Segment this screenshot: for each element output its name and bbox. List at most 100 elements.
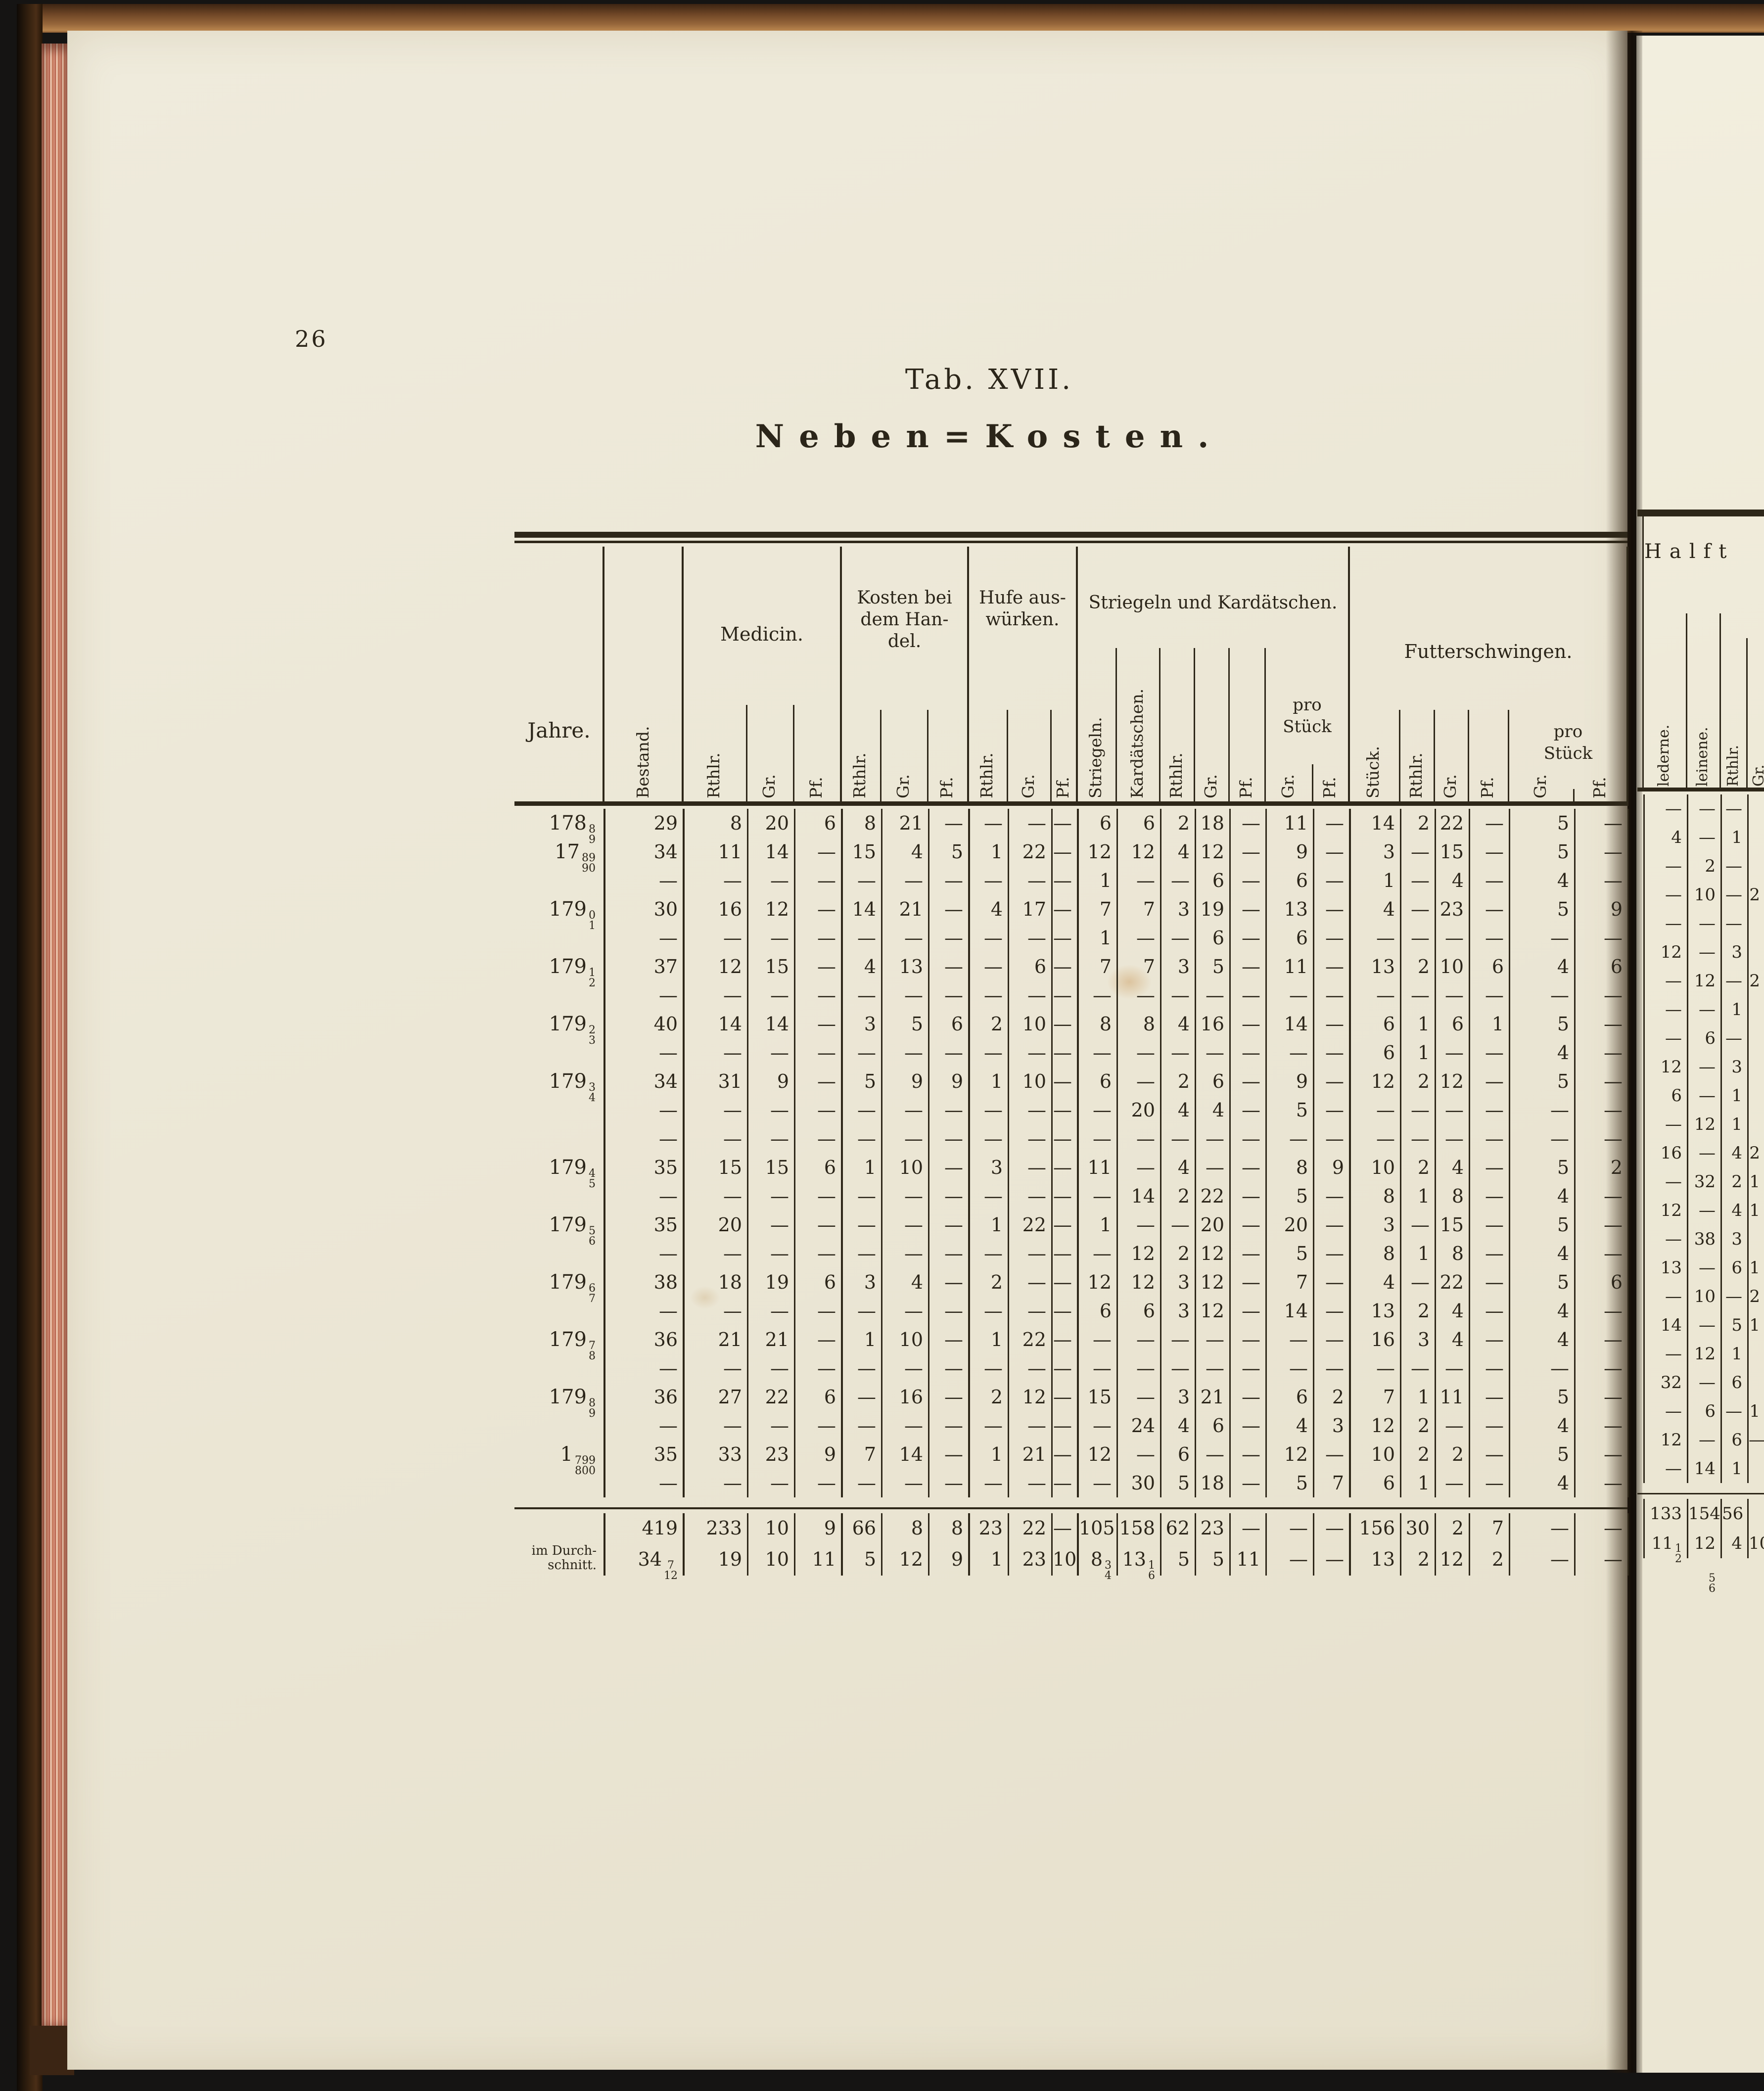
table-cell: 11 xyxy=(1077,1153,1116,1182)
table-cell: 30 xyxy=(1400,1513,1435,1543)
table-cell: — xyxy=(1469,1469,1509,1497)
strip-cell: — xyxy=(1643,794,1687,823)
table-cell: — xyxy=(683,1354,747,1383)
strip-cell: 12 xyxy=(1687,967,1720,995)
next-page-edge xyxy=(1636,36,1764,2073)
table-cell: — xyxy=(1313,866,1349,895)
table-cell: 5 xyxy=(1265,1096,1313,1124)
table-cell: 5 xyxy=(1509,1067,1574,1096)
table-cell: 13 xyxy=(1349,1297,1400,1325)
strip-cell xyxy=(1747,1499,1764,1529)
table-cell: — xyxy=(968,952,1008,981)
sub-row: — — — — — — — — — — — — — — — — — — — — — — — xyxy=(514,981,1629,1010)
table-cell: — xyxy=(1313,895,1349,924)
strip-row: 13—6 1 xyxy=(1637,1254,1764,1282)
table-cell: 22 xyxy=(1195,1182,1229,1210)
strip-cell: 6 xyxy=(1720,1426,1747,1454)
sub-row: — — — — — — — — — —1— —6—6—1—4—4— xyxy=(514,866,1629,895)
year-cell xyxy=(514,1354,603,1383)
table-cell: — xyxy=(1116,1067,1160,1096)
rotated-column-label: Bestand. xyxy=(633,726,652,798)
strip-row: 32—6 xyxy=(1637,1368,1764,1397)
table-cell: 14 xyxy=(747,837,794,866)
table-cell: 2 xyxy=(1574,1153,1627,1182)
rotated-column-label: Rthlr. xyxy=(704,752,723,798)
table-cell: 11 xyxy=(1265,809,1313,837)
table-cell: — xyxy=(1349,981,1400,1010)
table-cell: — xyxy=(881,924,928,952)
fraction: 799 800 xyxy=(575,1454,596,1477)
table-cell: — xyxy=(1400,1096,1435,1124)
table-cell: 12 xyxy=(1265,1440,1313,1469)
table-cell: 4 xyxy=(1509,1239,1574,1268)
table-cell: — xyxy=(1229,1239,1265,1268)
table-cell: 12 xyxy=(1077,1268,1116,1297)
table-cell: 18 xyxy=(683,1268,747,1297)
table-cell: 6 xyxy=(1349,1038,1400,1067)
table-cell: — xyxy=(1574,866,1627,895)
strip-cell: — xyxy=(1643,1225,1687,1254)
table-cell: — xyxy=(1229,1411,1265,1440)
table-cell: 4 xyxy=(1435,1153,1469,1182)
table-cell: 4 xyxy=(1509,1411,1574,1440)
strip-cell: — xyxy=(1687,794,1720,823)
strip-cell: 133 xyxy=(1643,1499,1687,1529)
table-cell: 35 xyxy=(603,1440,683,1469)
rotated-column-label: Rthlr. xyxy=(977,752,996,798)
table-cell: — xyxy=(1051,1297,1077,1325)
year-cell xyxy=(514,981,603,1010)
strip-row: —12—2 xyxy=(1637,967,1764,995)
table-cell: — xyxy=(1195,1354,1229,1383)
year-cell xyxy=(514,1038,603,1067)
year-row: 179 8 9 36 27 22 6—16—2 12—15—3 21—6 2 7 1 11—5— xyxy=(514,1383,1629,1419)
strip-rotated-label: lederne. xyxy=(1655,724,1672,787)
table-cell: — xyxy=(1313,1354,1349,1383)
table-cell: — xyxy=(794,1182,841,1210)
table-cell: 156 xyxy=(1349,1513,1400,1543)
table-cell: — xyxy=(928,895,968,924)
table-cell: — xyxy=(1574,924,1627,952)
year-row: 179 0 1 30 16 12—14 21—4 17—7 7 3 19—13—4—23—5 9 xyxy=(514,895,1629,931)
strip-row: —6—1 xyxy=(1637,1397,1764,1426)
table-cell: — xyxy=(1313,1038,1349,1067)
table-cell: — xyxy=(928,1038,968,1067)
strip-title: Halft xyxy=(1644,540,1735,563)
table-cell: 20 xyxy=(1116,1096,1160,1124)
table-cell: — xyxy=(603,1038,683,1067)
strip-cell: — xyxy=(1720,852,1747,881)
table-cell: 1 xyxy=(1400,1182,1435,1210)
table-cell: 5 xyxy=(1509,895,1574,924)
fraction: 7 12 xyxy=(664,1559,678,1582)
sub-row: — — — — — — — — — —1— —6—6— — — — — — — xyxy=(514,924,1629,952)
rotated-column-label: Gr. xyxy=(1019,774,1038,798)
strip-cell: 4 xyxy=(1720,1196,1747,1225)
table-cell: — xyxy=(1229,924,1265,952)
table-cell: 4 xyxy=(1509,1182,1574,1210)
table-cell: — xyxy=(1229,1383,1265,1411)
table-cell: 8 xyxy=(841,809,881,837)
year-row: 179 5 6 35 20— — — — —1 22—1— —20—20—3—15—5— xyxy=(514,1210,1629,1247)
table-cell: 22 xyxy=(747,1383,794,1411)
paper-stain xyxy=(1107,965,1152,999)
table-cell: — xyxy=(928,866,968,895)
strip-cell: 5 xyxy=(1720,1311,1747,1340)
table-cell: — xyxy=(841,1239,881,1268)
table-cell: — xyxy=(1116,1383,1160,1411)
table-cell: 15 xyxy=(1435,1210,1469,1239)
table-cell: 1 xyxy=(1077,924,1116,952)
table-cell: — xyxy=(1435,1038,1469,1067)
total-row: 419 233 10 9 66 8 8 23 22—105 158 62 23— — —156 30 2 7— — xyxy=(514,1513,1629,1543)
year-cell xyxy=(514,1239,603,1268)
table-cell: 6 xyxy=(1077,809,1116,837)
table-cell: 4 xyxy=(1160,1411,1195,1440)
strip-cell xyxy=(1747,1053,1764,1081)
table-cell: 8 xyxy=(1116,1010,1160,1038)
column-rule xyxy=(927,710,928,806)
table-cell: — xyxy=(928,809,968,837)
table-cell: — xyxy=(1313,1239,1349,1268)
table-cell: — xyxy=(603,1411,683,1440)
table-cell: — xyxy=(1008,809,1051,837)
